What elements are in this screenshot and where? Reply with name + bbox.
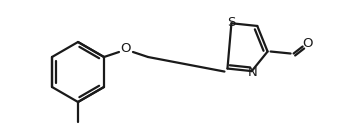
Text: S: S bbox=[227, 16, 236, 29]
Text: O: O bbox=[302, 37, 313, 50]
Text: N: N bbox=[248, 66, 258, 79]
Text: O: O bbox=[121, 42, 131, 55]
